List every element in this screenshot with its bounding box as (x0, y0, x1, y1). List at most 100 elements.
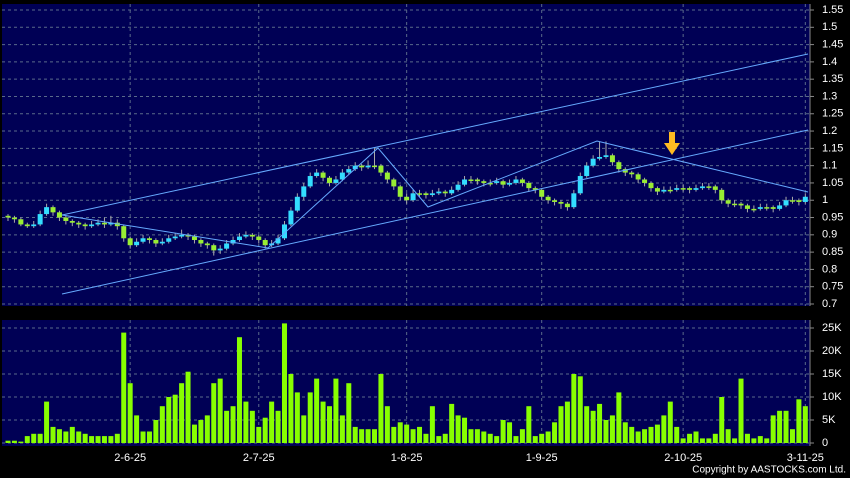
candle-body (5, 215, 11, 218)
volume-bar (262, 417, 268, 443)
volume-bar (11, 440, 17, 443)
candle-body (693, 188, 699, 190)
candle-body (584, 165, 590, 177)
candle-body (712, 186, 718, 190)
volume-bar (243, 401, 249, 443)
candle-body (82, 224, 88, 227)
marks (5, 141, 808, 443)
y-tick-label: 1.25 (822, 108, 843, 120)
candle-body (153, 240, 159, 244)
volume-bar (327, 406, 332, 443)
y-tick-label: 1.55 (822, 4, 843, 16)
volume-bar (577, 376, 583, 443)
volume-bar (629, 426, 635, 443)
candle-body (687, 188, 693, 190)
candle-body (56, 212, 62, 218)
candle-body (725, 200, 731, 204)
candle-body (526, 182, 532, 189)
x-tick-label: 2-10-25 (664, 452, 702, 464)
volume-bar (56, 429, 62, 443)
volume-bar (545, 431, 551, 443)
volume-bar (442, 433, 448, 443)
volume-bar (281, 323, 287, 443)
candle-body (519, 179, 525, 183)
volume-bar (474, 429, 480, 443)
candle-body (674, 188, 680, 190)
y-tick-label: 0.75 (822, 281, 843, 293)
candle-body (127, 238, 133, 246)
volume-bar (372, 429, 378, 443)
volume-bar (744, 433, 750, 443)
volume-bar (172, 394, 178, 443)
y-tick-label: 5K (822, 414, 836, 426)
volume-bar (204, 415, 210, 443)
y-tick-label: 10K (822, 391, 842, 403)
volume-bar (191, 424, 197, 443)
volume-bar (37, 433, 43, 443)
candle-body (365, 165, 371, 168)
volume-bar (307, 392, 313, 443)
volume-bar (146, 431, 152, 443)
candle-body (236, 236, 242, 241)
volume-bar (89, 436, 95, 443)
x-tick-label: 2-7-25 (243, 452, 275, 464)
candle-body (764, 207, 770, 209)
candle-body (667, 189, 673, 192)
candle-body (288, 210, 294, 225)
volume-bar (44, 401, 50, 443)
y-tick-label: 0.85 (822, 246, 843, 258)
y-tick-label: 15K (822, 368, 842, 380)
volume-bar (134, 415, 140, 443)
volume-bar (153, 420, 159, 443)
volume-bar (397, 422, 403, 443)
candle-body (134, 241, 140, 246)
candle-body (796, 200, 802, 202)
volume-bar (69, 426, 75, 443)
volume-bar (667, 401, 673, 443)
y-tick-label: 1 (822, 194, 828, 206)
volume-bar (108, 436, 114, 443)
candle-body (372, 165, 378, 168)
volume-bar (680, 438, 686, 443)
trend-line (61, 129, 809, 295)
volume-bar (256, 426, 262, 443)
y-tick-label: 1.45 (822, 38, 843, 50)
volume-bar (783, 410, 789, 443)
y-tick-label: 1.4 (822, 56, 837, 68)
volume-bar (642, 429, 648, 443)
candle-body (301, 186, 307, 197)
candle-body (314, 172, 320, 177)
candle-body (346, 169, 352, 173)
volume-bar (757, 436, 763, 443)
candle-body (249, 234, 255, 237)
candle-body (114, 222, 120, 227)
volume-bar (82, 433, 88, 443)
candle-body (436, 191, 442, 194)
volume-bar (378, 374, 384, 443)
volume-bar (712, 433, 718, 443)
candle-body (654, 188, 660, 192)
candle-body (706, 186, 712, 188)
candle-body (757, 207, 763, 209)
volume-bar (507, 422, 513, 443)
candle-body (397, 186, 403, 197)
volume-bar (468, 429, 474, 443)
candle-body (532, 188, 538, 190)
arrow (664, 132, 680, 155)
volume-bar (609, 415, 615, 443)
volume-bar (552, 422, 558, 443)
candle-body (449, 189, 455, 194)
candle-body (179, 234, 185, 237)
volume-bar (404, 424, 410, 443)
candle-body (558, 201, 564, 204)
volume-bar (127, 383, 133, 443)
candle-body (140, 238, 146, 242)
candle-body (429, 193, 435, 196)
candle-body (224, 243, 230, 249)
volume-bar (410, 429, 416, 443)
volume-bar (50, 426, 56, 443)
candle-body (770, 207, 776, 209)
candle-body (262, 240, 268, 246)
volume-bar (519, 429, 525, 443)
